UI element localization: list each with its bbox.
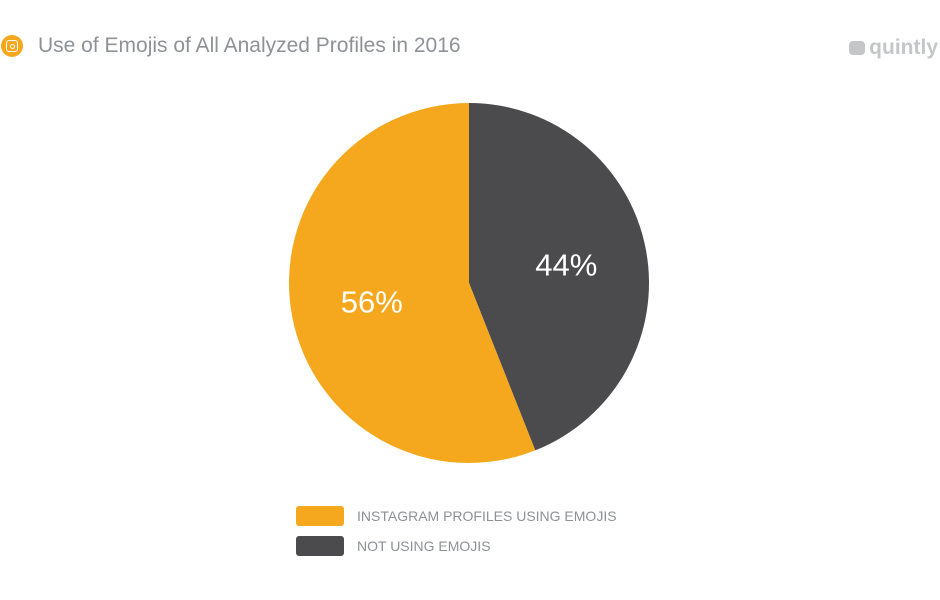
- slice-label: 44%: [535, 247, 597, 282]
- legend-swatch: [296, 505, 344, 526]
- legend-item: INSTAGRAM PROFILES USING EMOJIS: [296, 505, 617, 526]
- pie-slice: [289, 103, 536, 463]
- legend: INSTAGRAM PROFILES USING EMOJIS NOT USIN…: [296, 505, 617, 565]
- chart-title: Use of Emojis of All Analyzed Profiles i…: [38, 34, 461, 57]
- legend-swatch: [296, 535, 344, 556]
- quintly-logo: quintly: [849, 36, 938, 60]
- pie-slice: [469, 103, 649, 451]
- instagram-icon: [1, 35, 23, 57]
- legend-label: NOT USING EMOJIS: [357, 537, 491, 554]
- slice-label: 56%: [341, 285, 403, 320]
- legend-label: INSTAGRAM PROFILES USING EMOJIS: [357, 507, 617, 524]
- legend-item: NOT USING EMOJIS: [296, 535, 617, 556]
